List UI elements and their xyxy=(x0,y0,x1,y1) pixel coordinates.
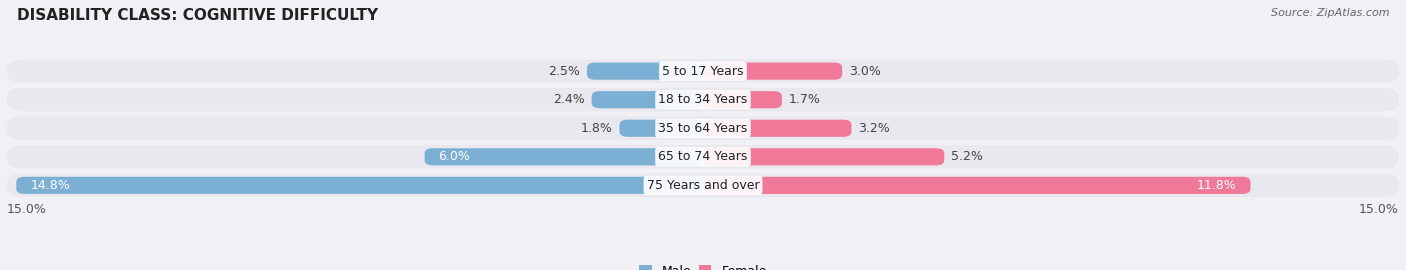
Text: 11.8%: 11.8% xyxy=(1197,179,1237,192)
Text: 6.0%: 6.0% xyxy=(439,150,471,163)
FancyBboxPatch shape xyxy=(588,63,703,80)
Text: 2.4%: 2.4% xyxy=(553,93,585,106)
FancyBboxPatch shape xyxy=(425,148,703,165)
Text: 15.0%: 15.0% xyxy=(1360,203,1399,216)
FancyBboxPatch shape xyxy=(703,91,782,108)
Text: 3.2%: 3.2% xyxy=(859,122,890,135)
FancyBboxPatch shape xyxy=(17,177,703,194)
FancyBboxPatch shape xyxy=(592,91,703,108)
Text: DISABILITY CLASS: COGNITIVE DIFFICULTY: DISABILITY CLASS: COGNITIVE DIFFICULTY xyxy=(17,8,378,23)
FancyBboxPatch shape xyxy=(7,117,1399,140)
FancyBboxPatch shape xyxy=(703,148,945,165)
Text: 1.7%: 1.7% xyxy=(789,93,821,106)
FancyBboxPatch shape xyxy=(7,88,1399,112)
FancyBboxPatch shape xyxy=(620,120,703,137)
Text: 2.5%: 2.5% xyxy=(548,65,581,78)
FancyBboxPatch shape xyxy=(703,63,842,80)
Text: 1.8%: 1.8% xyxy=(581,122,613,135)
Text: 75 Years and over: 75 Years and over xyxy=(647,179,759,192)
Text: 14.8%: 14.8% xyxy=(30,179,70,192)
Text: 5.2%: 5.2% xyxy=(952,150,983,163)
FancyBboxPatch shape xyxy=(7,174,1399,197)
FancyBboxPatch shape xyxy=(7,59,1399,83)
Text: 65 to 74 Years: 65 to 74 Years xyxy=(658,150,748,163)
FancyBboxPatch shape xyxy=(703,177,1250,194)
Text: Source: ZipAtlas.com: Source: ZipAtlas.com xyxy=(1271,8,1389,18)
Text: 3.0%: 3.0% xyxy=(849,65,882,78)
Text: 18 to 34 Years: 18 to 34 Years xyxy=(658,93,748,106)
Text: 15.0%: 15.0% xyxy=(7,203,46,216)
Text: 35 to 64 Years: 35 to 64 Years xyxy=(658,122,748,135)
Text: 5 to 17 Years: 5 to 17 Years xyxy=(662,65,744,78)
FancyBboxPatch shape xyxy=(7,145,1399,168)
Legend: Male, Female: Male, Female xyxy=(640,265,766,270)
FancyBboxPatch shape xyxy=(703,120,852,137)
